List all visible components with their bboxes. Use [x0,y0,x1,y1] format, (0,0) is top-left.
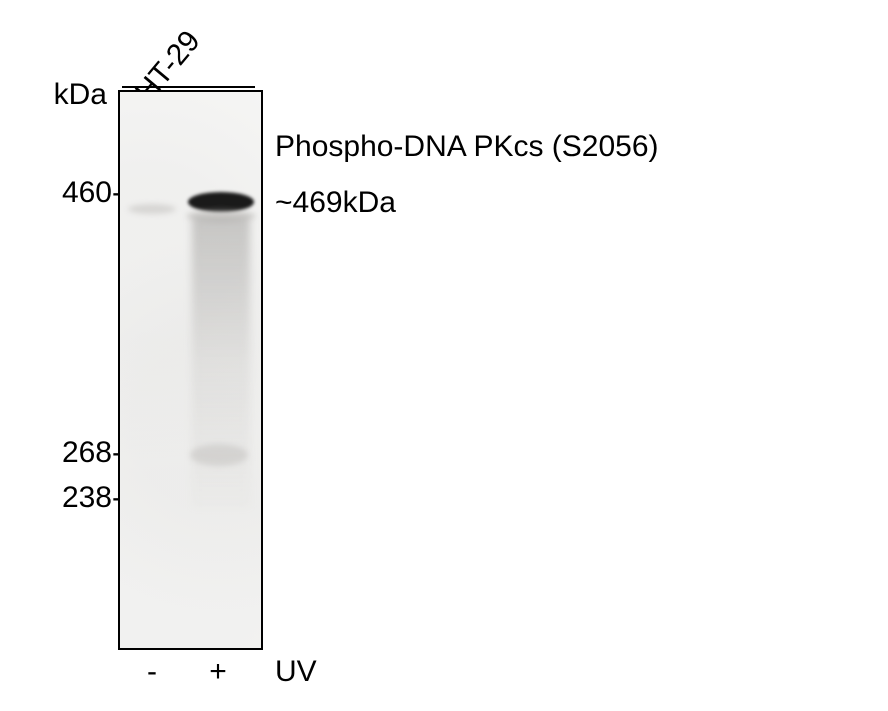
marker-460: 460 [32,176,112,210]
blot-membrane [118,90,263,650]
treatment-lane0: - [132,655,172,689]
treatment-axis-label: UV [275,655,335,689]
band-mw-label: ~469kDa [275,186,396,220]
band-lane1-469 [188,192,254,212]
marker-238: 238 [32,481,112,515]
sample-underline [122,86,255,88]
target-label: Phospho-DNA PKcs (S2056) [275,130,659,164]
band-lane1-268 [190,444,248,466]
band-lane0-469 [128,204,176,214]
figure-root: kDa HT-29 460 - 268 - 238 - Phospho-DNA … [0,0,888,711]
treatment-lane1: + [198,655,238,689]
marker-268: 268 [32,436,112,470]
unit-label: kDa [37,78,107,112]
